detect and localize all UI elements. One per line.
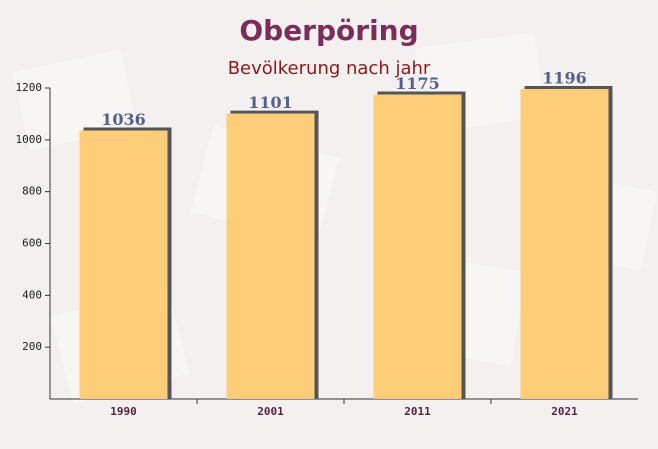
x-tick-label: 2021 <box>551 405 578 418</box>
chart-subtitle: Bevölkerung nach jahr <box>228 58 431 79</box>
x-tick-label: 2011 <box>404 405 431 418</box>
chart-title: Oberpöring <box>239 14 418 47</box>
y-tick-label: 200 <box>22 340 42 353</box>
bar <box>373 94 462 400</box>
y-tick-label: 800 <box>22 185 42 198</box>
y-tick-label: 600 <box>22 237 42 250</box>
value-label: 1175 <box>395 74 440 93</box>
y-tick-label: 1200 <box>16 81 43 94</box>
value-label: 1036 <box>101 110 146 129</box>
value-label: 1101 <box>248 93 293 112</box>
bar <box>520 89 609 399</box>
x-tick-label: 1990 <box>110 405 137 418</box>
y-tick-label: 1000 <box>16 133 43 146</box>
bar <box>226 113 315 399</box>
y-tick-label: 400 <box>22 288 42 301</box>
value-label: 1196 <box>542 69 587 88</box>
bar <box>79 130 168 399</box>
x-tick-label: 2001 <box>257 405 284 418</box>
